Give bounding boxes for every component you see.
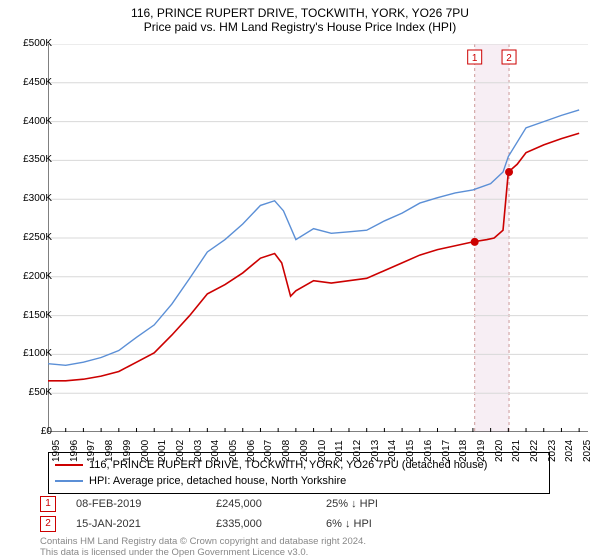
x-tick-label: 2025 (582, 440, 593, 462)
footnote-line: Contains HM Land Registry data © Crown c… (40, 536, 366, 547)
legend: 116, PRINCE RUPERT DRIVE, TOCKWITH, YORK… (48, 452, 550, 494)
sale-price: £335,000 (216, 518, 326, 530)
y-tick-label: £0 (2, 426, 52, 437)
svg-text:1: 1 (472, 53, 478, 64)
chart-subtitle: Price paid vs. HM Land Registry's House … (0, 20, 600, 34)
sale-date: 15-JAN-2021 (76, 518, 216, 530)
sale-marker-badge-2: 2 (40, 516, 56, 532)
y-tick-label: £150K (2, 310, 52, 321)
x-tick-label: 2024 (564, 440, 575, 462)
sale-marker-row: 1 08-FEB-2019 £245,000 25% ↓ HPI (40, 494, 446, 514)
legend-label-property: 116, PRINCE RUPERT DRIVE, TOCKWITH, YORK… (89, 457, 487, 473)
legend-label-hpi: HPI: Average price, detached house, Nort… (89, 473, 346, 489)
legend-item-property: 116, PRINCE RUPERT DRIVE, TOCKWITH, YORK… (55, 457, 543, 473)
y-tick-label: £500K (2, 38, 52, 49)
y-tick-label: £300K (2, 193, 52, 204)
y-tick-label: £100K (2, 348, 52, 359)
chart-plot-area: 12 (48, 44, 588, 432)
sale-marker-badge-1: 1 (40, 496, 56, 512)
y-tick-label: £400K (2, 116, 52, 127)
y-tick-label: £200K (2, 271, 52, 282)
legend-swatch-property (55, 464, 83, 466)
sale-delta-vs-hpi: 25% ↓ HPI (326, 498, 446, 510)
footnote-line: This data is licensed under the Open Gov… (40, 547, 366, 558)
legend-item-hpi: HPI: Average price, detached house, Nort… (55, 473, 543, 489)
sale-marker-row: 2 15-JAN-2021 £335,000 6% ↓ HPI (40, 514, 446, 534)
sale-price: £245,000 (216, 498, 326, 510)
y-tick-label: £50K (2, 387, 52, 398)
y-tick-label: £350K (2, 154, 52, 165)
sale-delta-vs-hpi: 6% ↓ HPI (326, 518, 446, 530)
svg-text:2: 2 (506, 53, 512, 64)
sale-markers-table: 1 08-FEB-2019 £245,000 25% ↓ HPI 2 15-JA… (40, 494, 446, 534)
legend-swatch-hpi (55, 480, 83, 482)
sale-date: 08-FEB-2019 (76, 498, 216, 510)
data-attribution-footnote: Contains HM Land Registry data © Crown c… (40, 536, 366, 558)
line-chart-svg: 12 (48, 44, 588, 432)
y-tick-label: £450K (2, 77, 52, 88)
chart-title-address: 116, PRINCE RUPERT DRIVE, TOCKWITH, YORK… (0, 6, 600, 20)
y-tick-label: £250K (2, 232, 52, 243)
